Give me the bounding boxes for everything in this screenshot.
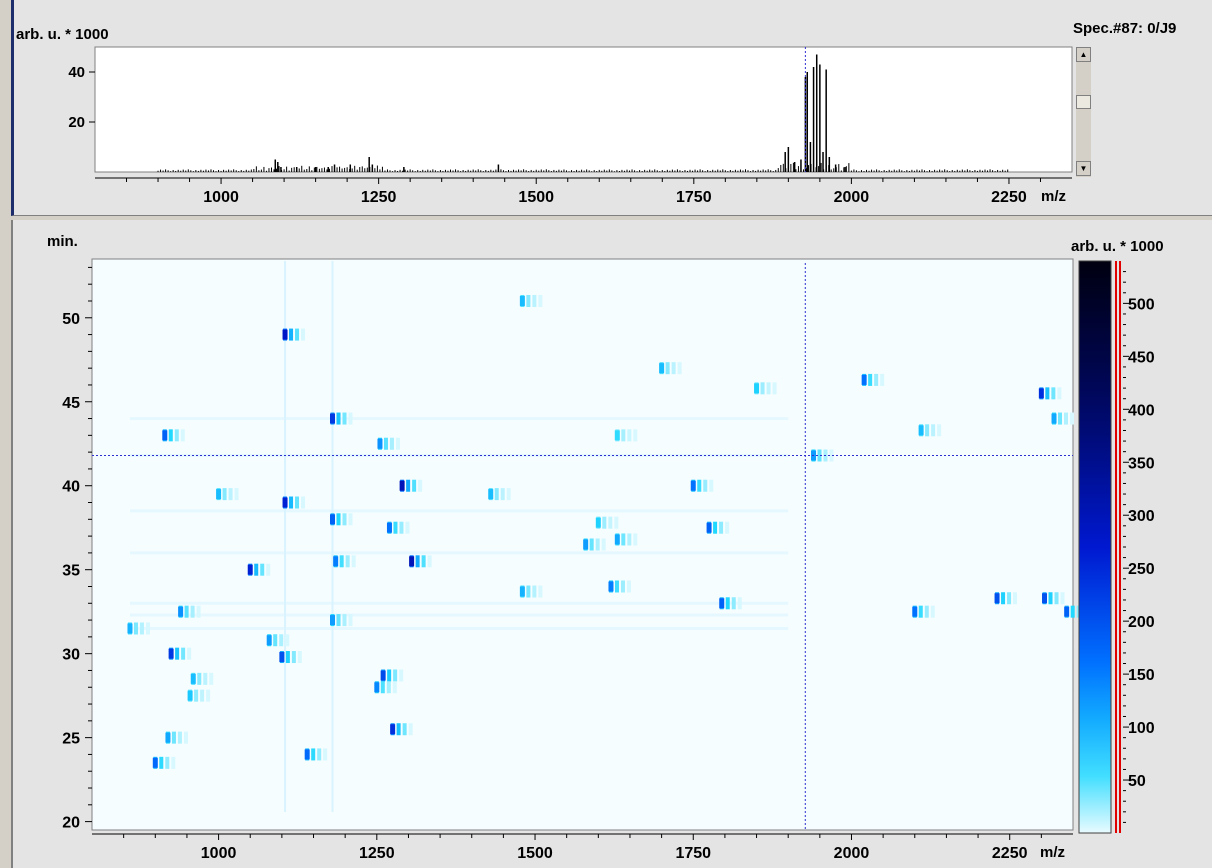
heatmap-x-tick-label: 2250 — [992, 845, 1028, 862]
heatmap-y-tick-label: 30 — [62, 647, 80, 664]
heatmap-spot — [690, 479, 714, 492]
colorbar-tick-label: 250 — [1128, 561, 1155, 578]
heatmap-spot — [330, 513, 353, 526]
heatmap-x-tick-label: 2000 — [834, 845, 870, 862]
heatmap-spot — [330, 412, 353, 425]
heatmap-spot — [706, 521, 730, 534]
heatmap-spot — [390, 723, 413, 736]
spectrum-y-tick-label: 40 — [68, 64, 85, 81]
spectrum-x-tick-label: 1000 — [203, 189, 239, 206]
colorbar-label: arb. u. * 1000 — [1071, 238, 1164, 255]
heatmap-spot — [918, 424, 942, 437]
heatmap-x-tick-label: 1500 — [517, 845, 553, 862]
heatmap-y-tick-label: 25 — [62, 731, 80, 748]
heatmap-spot — [583, 538, 606, 551]
heatmap-spot — [187, 689, 211, 702]
spectrum-baseline — [157, 162, 1009, 172]
heatmap-spot — [595, 516, 619, 529]
spectrum-x-axis-label: m/z — [1041, 188, 1067, 205]
heatmap-plot-area — [91, 258, 1074, 831]
lcms-map-panel: min. arb. u. * 1000 20 25 30 35 40 45 50 1000 12… — [11, 220, 1212, 868]
heatmap-spot — [719, 597, 742, 610]
spectrum-x-tick-label: 2000 — [834, 189, 870, 206]
heatmap-spot — [614, 533, 638, 546]
heatmap-spot — [1042, 592, 1065, 605]
heatmap-y-tick-label: 45 — [62, 395, 80, 412]
spectrum-id-label: Spec.#87: 0/J9 — [1073, 20, 1177, 37]
heatmap-x-tick-label: 1000 — [201, 845, 237, 862]
heatmap-spot — [659, 362, 682, 375]
heatmap-spot — [216, 488, 239, 501]
heatmap-spot — [380, 669, 404, 682]
heatmap-spot — [247, 563, 271, 576]
colorbar-tick-label: 200 — [1128, 614, 1155, 631]
heatmap-spot — [608, 580, 631, 593]
colorbar-tick-label: 50 — [1128, 773, 1146, 790]
heatmap-y-tick-label: 20 — [62, 815, 80, 832]
heatmap-spot — [994, 592, 1018, 605]
scroll-down-icon[interactable]: ▼ — [1076, 161, 1091, 176]
spectrum-x-tick-label: 1250 — [361, 189, 397, 206]
heatmap-spot — [178, 605, 201, 618]
heatmap-spot — [614, 429, 638, 442]
spectrum-scrollbar[interactable]: ▲ ▼ — [1076, 47, 1091, 177]
heatmap-x-tick-label: 1250 — [359, 845, 395, 862]
spectrum-x-tick-label: 2250 — [991, 189, 1027, 206]
scroll-up-icon[interactable]: ▲ — [1076, 47, 1091, 62]
spectrum-chart[interactable]: 20 40 1000 1250 1500 1750 2000 2250 — [14, 36, 1084, 216]
heatmap-spot — [304, 748, 328, 761]
heatmap-spot — [519, 585, 543, 598]
spectrum-y-tick-label: 20 — [68, 114, 85, 131]
heatmap-spot — [333, 555, 356, 568]
map-y-axis-label: min. — [47, 233, 78, 250]
colorbar-tick-label: 500 — [1128, 296, 1155, 313]
heatmap-spot — [165, 731, 188, 744]
heatmap-spot — [190, 672, 214, 685]
heatmap-spot — [162, 429, 185, 442]
heatmap-spot — [127, 622, 150, 635]
heatmap-spot — [754, 382, 777, 395]
heatmap-y-tick-label: 35 — [62, 563, 80, 580]
map-x-axis-label: m/z — [1040, 844, 1066, 861]
heatmap-spot — [519, 294, 543, 307]
heatmap-y-tick-label: 50 — [62, 311, 80, 328]
lcms-heatmap[interactable]: 20 25 30 35 40 45 50 1000 1250 1500 1750 2000 2250 50… — [13, 220, 1212, 868]
heatmap-spots — [127, 294, 1087, 769]
heatmap-x-tick-label: 1750 — [675, 845, 711, 862]
colorbar-tick-label: 150 — [1128, 667, 1155, 684]
heatmap-spot — [152, 756, 176, 769]
heatmap-spot — [386, 521, 410, 534]
heatmap-spot — [330, 614, 353, 627]
heatmap-spot — [488, 488, 511, 501]
heatmap-spot — [1038, 387, 1062, 400]
heatmap-background-streaks — [129, 261, 789, 812]
heatmap-spot — [374, 681, 397, 694]
heatmap-spot — [861, 373, 885, 386]
colorbar-tick-label: 450 — [1128, 349, 1155, 366]
spectrum-plot-area — [94, 46, 1073, 173]
heatmap-spot — [282, 496, 306, 509]
spectrum-x-tick-label: 1500 — [518, 189, 554, 206]
spectrum-panel: arb. u. * 1000 Spec.#87: 0/J9 20 40 1000 12… — [11, 0, 1212, 216]
heatmap-spot — [282, 328, 306, 341]
heatmap-spot — [279, 651, 302, 664]
colorbar-tick-label: 350 — [1128, 455, 1155, 472]
colorbar-tick-label: 400 — [1128, 402, 1155, 419]
heatmap-spot — [912, 605, 935, 618]
colorbar — [1078, 260, 1112, 834]
heatmap-spot — [1051, 412, 1075, 425]
spectrum-x-tick-label: 1750 — [676, 189, 712, 206]
heatmap-spot — [399, 479, 423, 492]
spectrum-y-axis-label: arb. u. * 1000 — [16, 26, 109, 43]
heatmap-spot — [168, 647, 192, 660]
heatmap-spot — [409, 555, 432, 568]
colorbar-tick-label: 300 — [1128, 508, 1155, 525]
heatmap-spot — [266, 634, 290, 647]
scroll-thumb[interactable] — [1076, 95, 1091, 109]
colorbar-tick-label: 100 — [1128, 720, 1155, 737]
heatmap-y-tick-label: 40 — [62, 479, 80, 496]
heatmap-spot — [377, 437, 400, 450]
